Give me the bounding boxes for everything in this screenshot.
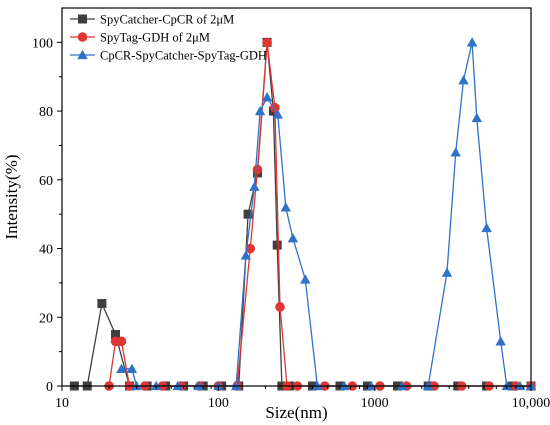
- x-axis: 10 100 1000 10,000: [55, 386, 550, 411]
- series-2: [104, 37, 536, 391]
- data-point: [249, 181, 260, 191]
- y-tick-label: 20: [39, 311, 53, 326]
- y-tick-label: 0: [46, 380, 53, 395]
- x-tick-label: 1000: [361, 396, 389, 411]
- legend-label: SpyTag-GDH of 2μM: [100, 31, 210, 45]
- y-axis-label: Intensity(%): [2, 155, 21, 240]
- series-line: [121, 42, 531, 387]
- legend-marker: [77, 32, 88, 42]
- data-point: [261, 92, 273, 102]
- legend: SpyCatcher-CpCR of 2μM SpyTag-GDH of 2μM C…: [70, 13, 267, 63]
- data-point: [471, 112, 482, 123]
- series-1: [69, 37, 536, 391]
- data-point: [275, 302, 285, 312]
- y-tick-label: 80: [39, 105, 53, 120]
- data-point: [97, 299, 107, 309]
- legend-marker: [78, 14, 87, 24]
- series-line: [108, 42, 531, 387]
- legend-item-2: SpyTag-GDH of 2μM: [70, 31, 210, 45]
- x-tick-label: 10,000: [512, 396, 550, 411]
- data-point: [287, 233, 299, 243]
- y-tick-label: 40: [39, 243, 53, 258]
- data-point: [252, 164, 263, 175]
- data-point: [272, 109, 283, 119]
- x-tick-label: 100: [208, 396, 229, 411]
- series-3: [116, 37, 537, 391]
- y-tick-label: 60: [39, 174, 53, 189]
- data-point: [126, 363, 138, 373]
- y-axis: 0 20 40 60 80 100: [32, 36, 62, 395]
- data-point: [245, 243, 256, 254]
- data-point: [450, 147, 461, 157]
- legend-marker: [77, 49, 88, 60]
- data-point: [458, 74, 469, 85]
- legend-item-3: CpCR-SpyCatcher-SpyTag-GDH: [70, 49, 267, 63]
- data-point: [466, 37, 478, 47]
- data-point: [254, 105, 266, 116]
- data-point: [240, 250, 252, 260]
- data-point: [481, 222, 492, 233]
- data-point: [272, 240, 282, 250]
- legend-item-1: SpyCatcher-CpCR of 2μM: [70, 13, 234, 27]
- series-layer: [69, 37, 537, 391]
- data-point: [300, 274, 311, 284]
- data-point: [495, 336, 506, 346]
- data-point: [441, 267, 453, 277]
- data-point: [280, 202, 291, 212]
- data-point: [116, 336, 127, 347]
- legend-label: CpCR-SpyCatcher-SpyTag-GDH: [100, 49, 267, 63]
- x-axis-label: Size(nm): [265, 403, 327, 422]
- data-point: [116, 363, 127, 373]
- x-tick-label: 10: [55, 396, 69, 411]
- data-point: [111, 329, 121, 339]
- data-point: [243, 209, 253, 219]
- legend-label: SpyCatcher-CpCR of 2μM: [100, 13, 234, 27]
- y-tick-label: 100: [32, 36, 53, 51]
- plot-frame: [61, 7, 532, 387]
- data-point: [262, 37, 272, 48]
